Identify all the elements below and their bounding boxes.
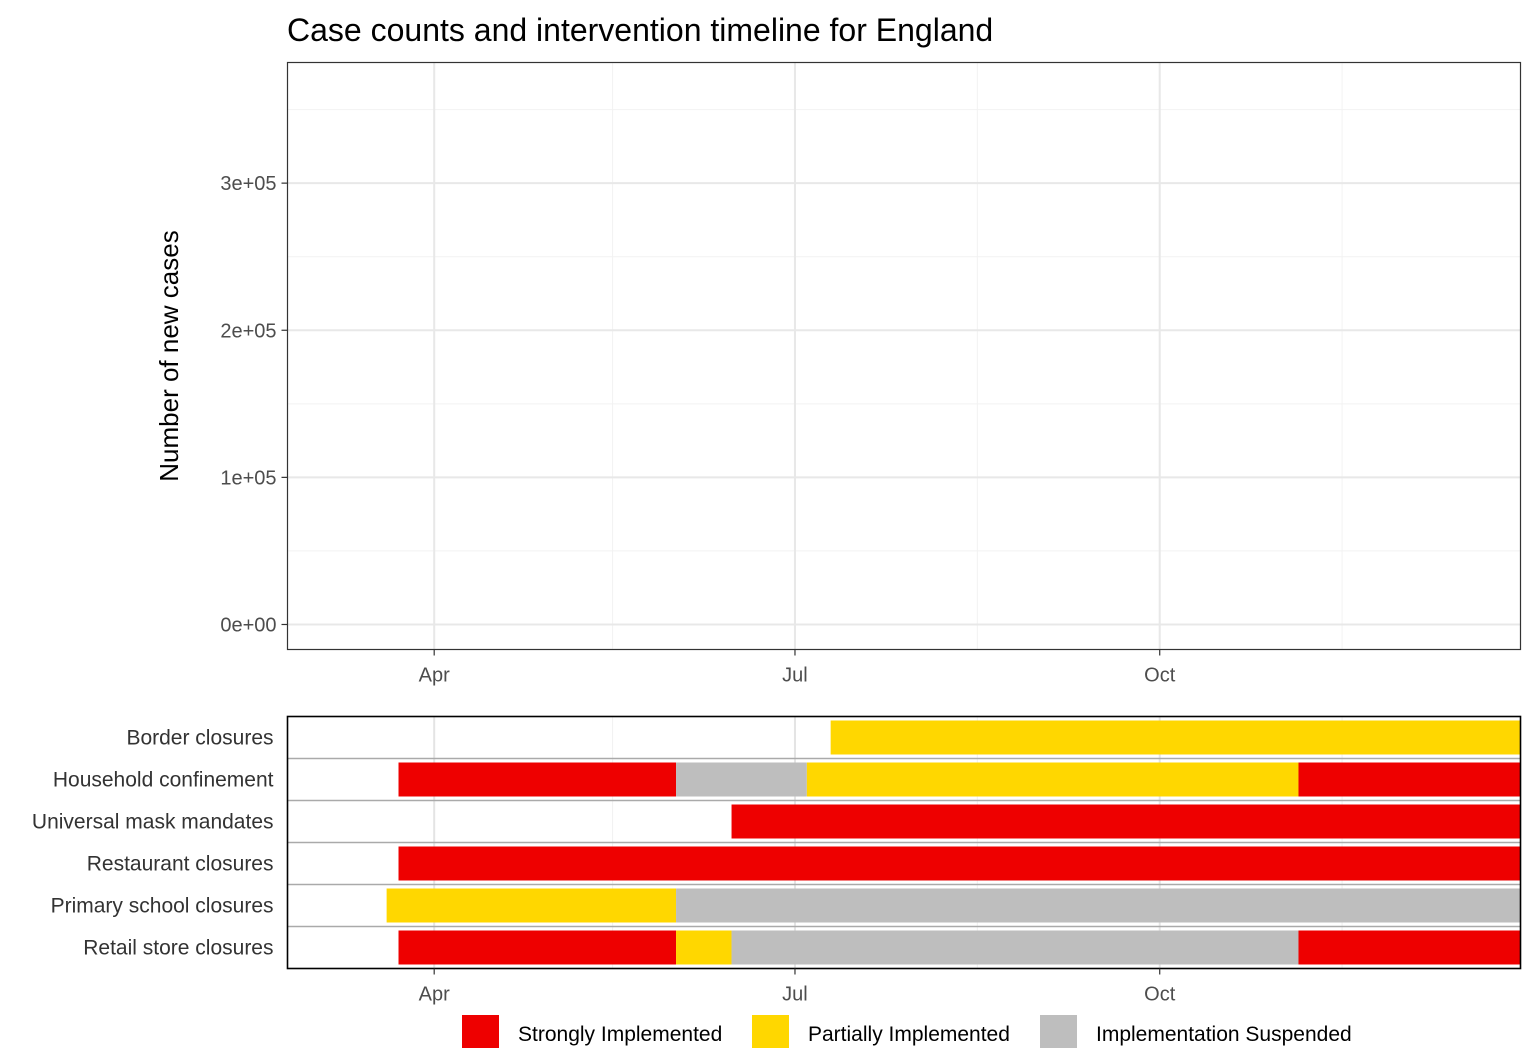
interventions-panel-border — [286, 715, 1522, 970]
interventions-grid — [287, 716, 1521, 969]
interventions-panel: Border closures Household confinement Univ… — [32, 715, 1522, 1006]
legend-swatch — [1040, 1015, 1077, 1048]
intervention-segment — [676, 930, 732, 965]
intervention-segment — [398, 930, 677, 965]
intervention-segment — [1298, 762, 1521, 797]
interventions-x-axis: Apr Jul Oct — [419, 968, 1176, 1006]
intervention-segment — [731, 930, 1299, 965]
y-tick-label: 0e+00 — [220, 614, 276, 636]
cases-panel-background — [287, 62, 1521, 650]
intervention-categories: Border closures Household confinement Univ… — [32, 727, 274, 960]
category-label: Retail store closures — [83, 937, 273, 960]
y-tick-label: 2e+05 — [220, 320, 276, 342]
category-label: Household confinement — [53, 769, 274, 792]
intervention-segment — [1298, 930, 1521, 965]
x-tick-label: Apr — [419, 665, 450, 687]
intervention-segment — [398, 762, 677, 797]
x-tick-label: Oct — [1144, 984, 1176, 1006]
intervention-segment — [398, 846, 1521, 881]
cases-grid — [287, 62, 1521, 650]
intervention-segment — [676, 888, 1521, 923]
legend-label: Strongly Implemented — [518, 1023, 722, 1046]
intervention-segment — [676, 762, 807, 797]
x-tick-label: Jul — [782, 665, 808, 687]
category-label: Restaurant closures — [87, 853, 274, 876]
intervention-segments — [386, 720, 1521, 965]
cases-x-axis: Apr Jul Oct — [419, 649, 1176, 687]
cases-y-axis: 0e+00 1e+05 2e+05 3e+05 — [220, 173, 288, 636]
x-tick-label: Oct — [1144, 665, 1176, 687]
y-axis-label: Number of new cases — [154, 230, 184, 481]
y-tick-label: 3e+05 — [220, 173, 276, 195]
intervention-segment — [386, 888, 677, 923]
x-tick-label: Apr — [419, 984, 450, 1006]
legend: Strongly Implemented Partially Implemente… — [462, 1015, 1352, 1048]
y-tick-label: 1e+05 — [220, 467, 276, 489]
intervention-segment — [830, 720, 1521, 755]
intervention-segment — [806, 762, 1299, 797]
legend-swatch — [752, 1015, 789, 1048]
category-label: Universal mask mandates — [32, 811, 274, 834]
x-tick-label: Jul — [782, 984, 808, 1006]
legend-label: Partially Implemented — [808, 1023, 1010, 1046]
intervention-segment — [731, 804, 1521, 839]
chart-title: Case counts and intervention timeline fo… — [287, 12, 993, 48]
legend-label: Implementation Suspended — [1096, 1023, 1352, 1046]
cases-panel-border — [286, 61, 1522, 651]
category-label: Primary school closures — [51, 895, 274, 918]
legend-swatch — [462, 1015, 499, 1048]
cases-panel: 0e+00 1e+05 2e+05 3e+05 Apr Jul Oct — [220, 61, 1522, 687]
category-label: Border closures — [126, 727, 273, 750]
